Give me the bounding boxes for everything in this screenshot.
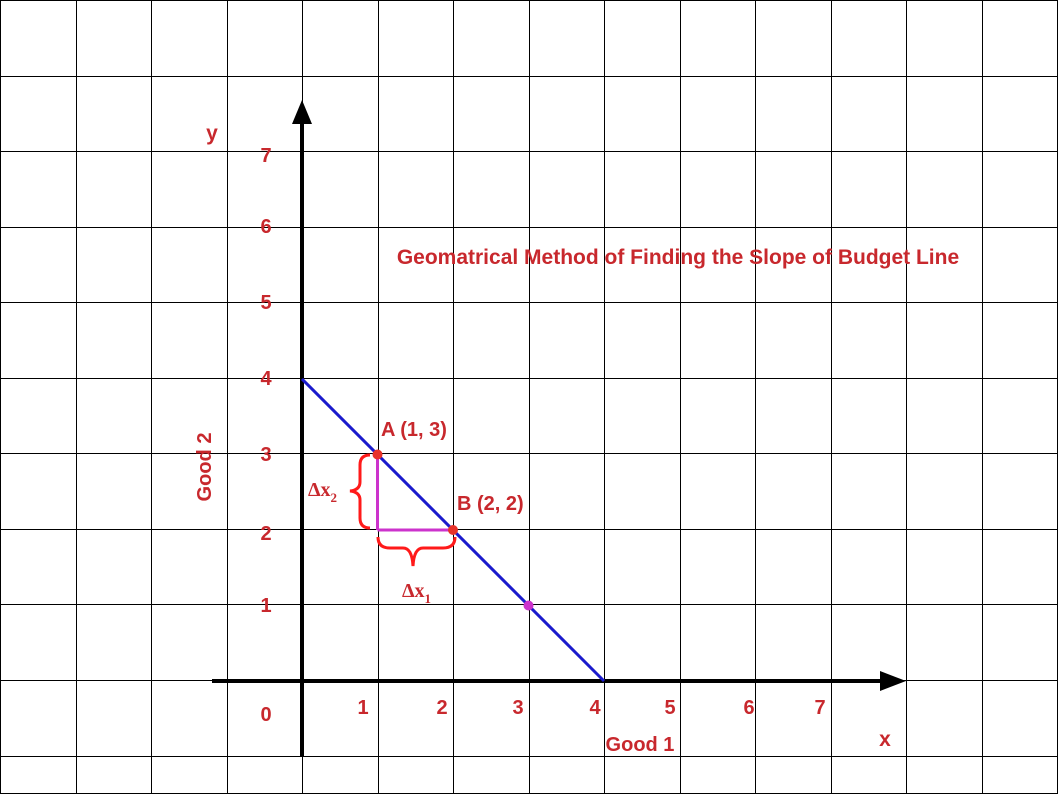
x-tick-label: 2 [436,697,447,719]
y-axis-letter: y [206,122,218,145]
origin-label: 0 [260,704,271,726]
y-tick-label: 4 [260,368,272,390]
delta-x1-label: Δx1 [402,580,431,606]
axes [212,100,906,756]
y-tick-label: 6 [260,216,271,238]
y-tick-label: 7 [260,145,271,167]
y-tick-label: 5 [260,292,271,314]
x-tick-label: 1 [357,697,368,719]
point-a-marker [372,449,383,460]
y-tick-label: 2 [260,523,271,545]
delta-x2-subscript: 2 [331,490,338,505]
delta-x2-label: Δx2 [308,479,337,505]
x-axis-title: Good 1 [606,734,675,756]
x-tick-label: 5 [664,697,675,719]
diagram-title: Geomatrical Method of Finding the Slope … [397,246,959,269]
delta-x1-brace [376,536,457,567]
point-a-label: A (1, 3) [381,419,447,441]
delta-x1-symbol: Δx [402,580,425,602]
y-tick-labels: 1 2 3 4 5 6 7 [260,145,272,617]
point-b-label: B (2, 2) [457,493,524,515]
delta-x1-subscript: 1 [425,591,432,606]
y-axis-arrowhead [292,100,312,124]
x-tick-label: 3 [512,697,523,719]
point-b-marker [448,525,458,535]
x-tick-label: 4 [589,697,601,719]
delta-x2-brace [349,453,371,530]
x-tick-label: 6 [743,697,754,719]
y-tick-label: 3 [260,444,271,466]
y-tick-label: 1 [260,595,271,617]
x-axis-arrowhead [880,671,906,691]
delta-x2-symbol: Δx [308,479,331,501]
y-axis-title: Good 2 [194,433,216,502]
x-tick-label: 7 [814,697,825,719]
x-tick-labels: 1 2 3 4 5 6 7 [357,697,825,719]
x-axis-letter: x [879,728,891,751]
point-marker [523,600,534,611]
